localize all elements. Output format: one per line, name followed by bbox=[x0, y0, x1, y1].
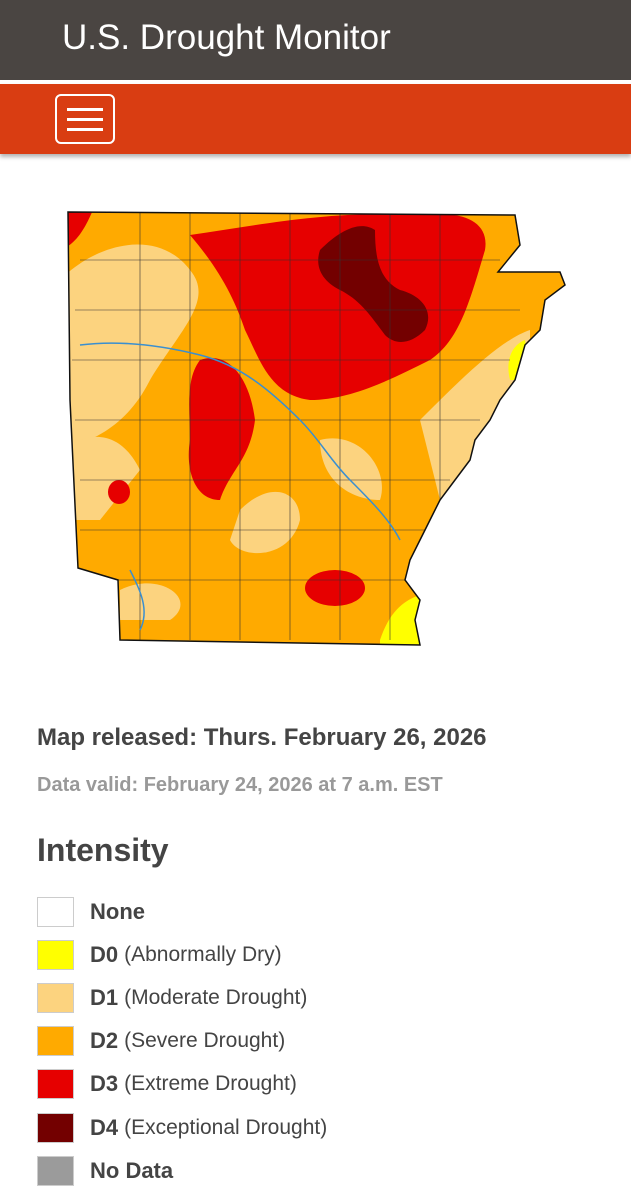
legend-swatch bbox=[37, 1069, 74, 1100]
valid-date: Data valid: February 24, 2026 at 7 a.m. … bbox=[37, 774, 443, 796]
legend-item: D0 (Abnormally Dry) bbox=[37, 933, 327, 976]
legend-code: No Data bbox=[90, 1157, 174, 1183]
legend-title: Intensity bbox=[37, 832, 169, 868]
header-bar: U.S. Drought Monitor bbox=[0, 0, 631, 80]
legend-swatch bbox=[37, 982, 74, 1013]
legend-code: D3 bbox=[90, 1071, 119, 1097]
legend-description: (Extreme Drought) bbox=[124, 1072, 297, 1096]
legend-item: No Data bbox=[37, 1149, 327, 1192]
legend-description: (Severe Drought) bbox=[124, 1029, 286, 1053]
legend: None D0 (Abnormally Dry) D1 (Moderate Drough… bbox=[37, 890, 327, 1192]
legend-swatch bbox=[37, 1026, 74, 1057]
legend-code: D0 bbox=[90, 941, 119, 967]
drought-map bbox=[67, 211, 566, 646]
legend-swatch bbox=[37, 1112, 74, 1143]
release-date: Map released: Thurs. February 26, 2026 bbox=[37, 724, 487, 751]
legend-item: D4 (Exceptional Drought) bbox=[37, 1106, 327, 1149]
legend-description: (Exceptional Drought) bbox=[124, 1115, 328, 1139]
legend-item: D2 (Severe Drought) bbox=[37, 1020, 327, 1063]
legend-code: None bbox=[90, 898, 145, 924]
legend-swatch bbox=[37, 939, 74, 970]
legend-code: D4 bbox=[90, 1114, 119, 1140]
legend-description: (Moderate Drought) bbox=[124, 985, 308, 1009]
nav-bar bbox=[0, 84, 631, 154]
legend-item: D1 (Moderate Drought) bbox=[37, 976, 327, 1019]
legend-code: D1 bbox=[90, 984, 119, 1010]
legend-item: None bbox=[37, 890, 327, 933]
legend-swatch bbox=[37, 1155, 74, 1186]
menu-button[interactable] bbox=[55, 94, 115, 144]
legend-code: D2 bbox=[90, 1028, 119, 1054]
legend-item: D3 (Extreme Drought) bbox=[37, 1063, 327, 1106]
legend-swatch bbox=[37, 896, 74, 927]
legend-description: (Abnormally Dry) bbox=[124, 942, 282, 966]
site-title: U.S. Drought Monitor bbox=[62, 18, 391, 57]
